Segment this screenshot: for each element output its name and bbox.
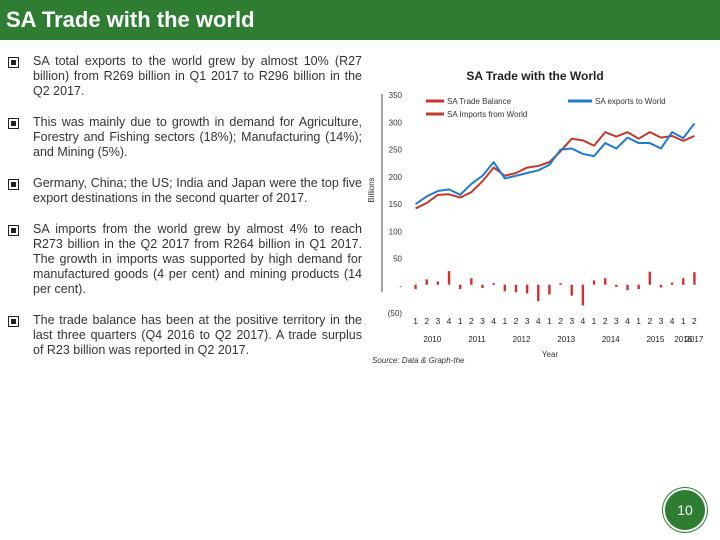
x-tick-quarter: 1 <box>592 316 597 326</box>
x-tick-year: 2016 <box>674 335 692 344</box>
balance-bar <box>436 281 440 285</box>
balance-bar <box>470 278 473 285</box>
x-tick-quarter: 2 <box>647 316 652 326</box>
bullet-text: This was mainly due to growth in demand … <box>33 115 362 159</box>
bullet-text: The trade balance has been at the positi… <box>33 313 362 357</box>
trade-chart: SA Trade with the World (50) - 50 100 150 200 2… <box>367 69 704 365</box>
square-bullet-icon <box>8 57 19 68</box>
y-tick-label: 300 <box>389 118 403 127</box>
balance-bar <box>592 280 596 285</box>
page-number-badge: 10 <box>663 488 707 532</box>
title-divider <box>0 40 720 43</box>
square-bullet-icon <box>8 179 19 190</box>
bullet-item: SA imports from the world grew by almost… <box>8 222 362 297</box>
x-tick-quarter: 4 <box>581 316 586 326</box>
x-tick-year: 2014 <box>602 335 620 344</box>
bullet-list: SA total exports to the world grew by al… <box>8 54 362 374</box>
x-tick-quarter: 1 <box>636 316 641 326</box>
x-tick-quarter: 4 <box>670 316 675 326</box>
y-tick-label: 250 <box>389 146 403 155</box>
x-axis-label: Year <box>542 350 559 359</box>
balance-bar <box>670 282 674 285</box>
x-tick-quarter: 2 <box>469 316 474 326</box>
x-tick-quarter: 4 <box>625 316 630 326</box>
y-tick-label: 350 <box>389 91 403 100</box>
x-tick-year: 2017 <box>686 335 704 344</box>
square-bullet-icon <box>8 225 19 236</box>
balance-bar <box>414 284 417 290</box>
balance-bar <box>615 284 618 287</box>
y-tick-label: 100 <box>389 227 403 236</box>
balance-bar <box>503 284 507 292</box>
x-tick-quarter: 3 <box>659 316 664 326</box>
x-tick-year: 2013 <box>557 335 575 344</box>
bullet-item: Germany, China; the US; India and Japan … <box>8 176 362 206</box>
chart-title: SA Trade with the World <box>466 69 603 83</box>
y-tick-label: 150 <box>389 200 403 209</box>
page-title: SA Trade with the world <box>6 7 255 32</box>
balance-bar <box>537 284 540 302</box>
x-tick-quarter: 4 <box>536 316 541 326</box>
bullet-item: The trade balance has been at the positi… <box>8 313 362 358</box>
balance-bar <box>447 271 451 285</box>
title-bar: SA Trade with the world <box>0 0 720 40</box>
x-tick-quarter: 3 <box>525 316 530 326</box>
x-tick-quarter: 1 <box>502 316 507 326</box>
x-tick-quarter: 1 <box>547 316 552 326</box>
balance-bar <box>525 284 529 294</box>
x-tick-quarter: 2 <box>514 316 519 326</box>
legend-label-exports: SA exports to World <box>595 97 666 106</box>
x-tick-year: 2012 <box>513 335 531 344</box>
x-tick-quarter: 1 <box>413 316 418 326</box>
balance-bar <box>659 284 663 288</box>
bullet-item: This was mainly due to growth in demand … <box>8 115 362 160</box>
x-tick-quarter: 4 <box>447 316 452 326</box>
balance-bar <box>648 271 652 285</box>
balance-bar <box>581 284 585 306</box>
x-tick-quarter: 2 <box>424 316 429 326</box>
x-tick-quarter: 3 <box>614 316 619 326</box>
balance-bar <box>481 284 484 289</box>
bullet-text: SA total exports to the world grew by al… <box>33 54 362 98</box>
balance-bar <box>548 284 551 295</box>
balance-bar <box>425 279 428 285</box>
x-tick-quarter: 1 <box>458 316 463 326</box>
y-tick-label: (50) <box>388 309 403 318</box>
legend-label-imports: SA Imports from World <box>447 110 527 119</box>
balance-bar <box>559 283 562 285</box>
square-bullet-icon <box>8 316 19 327</box>
x-tick-quarter: 1 <box>681 316 686 326</box>
bullet-text: SA imports from the world grew by almost… <box>33 222 362 296</box>
exports-line <box>415 122 696 205</box>
x-tick-quarter: 3 <box>436 316 441 326</box>
x-tick-year: 2015 <box>646 335 664 344</box>
x-tick-quarter: 2 <box>692 316 697 326</box>
x-tick-quarter: 4 <box>491 316 496 326</box>
y-tick-label: 50 <box>393 255 402 264</box>
y-tick-label: 200 <box>389 173 403 182</box>
y-axis-label: Billions <box>367 177 376 202</box>
balance-bar <box>637 284 640 290</box>
balance-bar <box>492 283 495 285</box>
x-tick-year: 2011 <box>468 335 486 344</box>
balance-bar <box>626 284 629 291</box>
balance-bar <box>570 284 573 296</box>
bullet-text: Germany, China; the US; India and Japan … <box>33 176 362 205</box>
balance-bar <box>603 278 607 285</box>
balance-bar <box>458 284 462 290</box>
bullet-item: SA total exports to the world grew by al… <box>8 54 362 99</box>
balance-bar <box>682 278 685 285</box>
x-tick-quarter: 2 <box>603 316 608 326</box>
x-tick-quarter: 2 <box>558 316 563 326</box>
chart-source: Source: Data & Graph-the <box>372 356 465 365</box>
x-tick-quarter: 3 <box>480 316 485 326</box>
x-tick-year: 2010 <box>423 335 441 344</box>
square-bullet-icon <box>8 118 19 129</box>
y-tick-label: - <box>399 282 402 291</box>
balance-bar <box>693 272 696 285</box>
x-tick-quarter: 3 <box>569 316 574 326</box>
legend-label-balance: SA Trade Balance <box>447 97 512 106</box>
balance-bar <box>514 284 518 293</box>
